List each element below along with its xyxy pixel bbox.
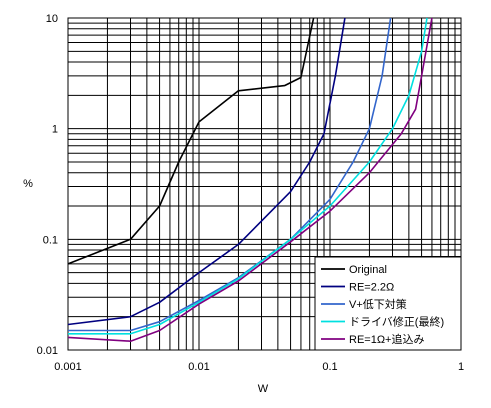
plot-area-frame	[67, 17, 462, 351]
legend-label-4: ドライバ修正(最終)	[349, 315, 444, 329]
x-tick-labels: 0.001 0.01 0.1 1	[54, 361, 464, 373]
series-line-2	[67, 17, 346, 326]
series-line-1	[67, 17, 315, 265]
y-tick-label: 10	[46, 13, 58, 25]
series-line-5	[67, 17, 433, 343]
x-tick-label: 0.01	[188, 361, 209, 373]
x-axis-label: W	[258, 383, 269, 395]
legend-label-2: RE=2.2Ω	[349, 282, 394, 294]
x-tick-label: 1	[458, 361, 464, 373]
y-axis-label: %	[23, 178, 33, 190]
series-lines	[67, 17, 433, 343]
y-tick-label: 0.01	[37, 345, 58, 357]
legend-label-5: RE=1Ω+追込み	[349, 332, 424, 346]
legend-label-3: V+低下対策	[349, 297, 407, 311]
y-tick-labels: 0.01 0.1 1 10	[37, 13, 58, 357]
y-tick-label: 0.1	[43, 234, 58, 246]
series-line-4	[68, 17, 428, 335]
x-tick-label: 0.1	[322, 361, 337, 373]
legend-label-1: Original	[349, 264, 387, 276]
x-tick-label: 0.001	[54, 361, 82, 373]
y-tick-label: 1	[52, 124, 58, 136]
